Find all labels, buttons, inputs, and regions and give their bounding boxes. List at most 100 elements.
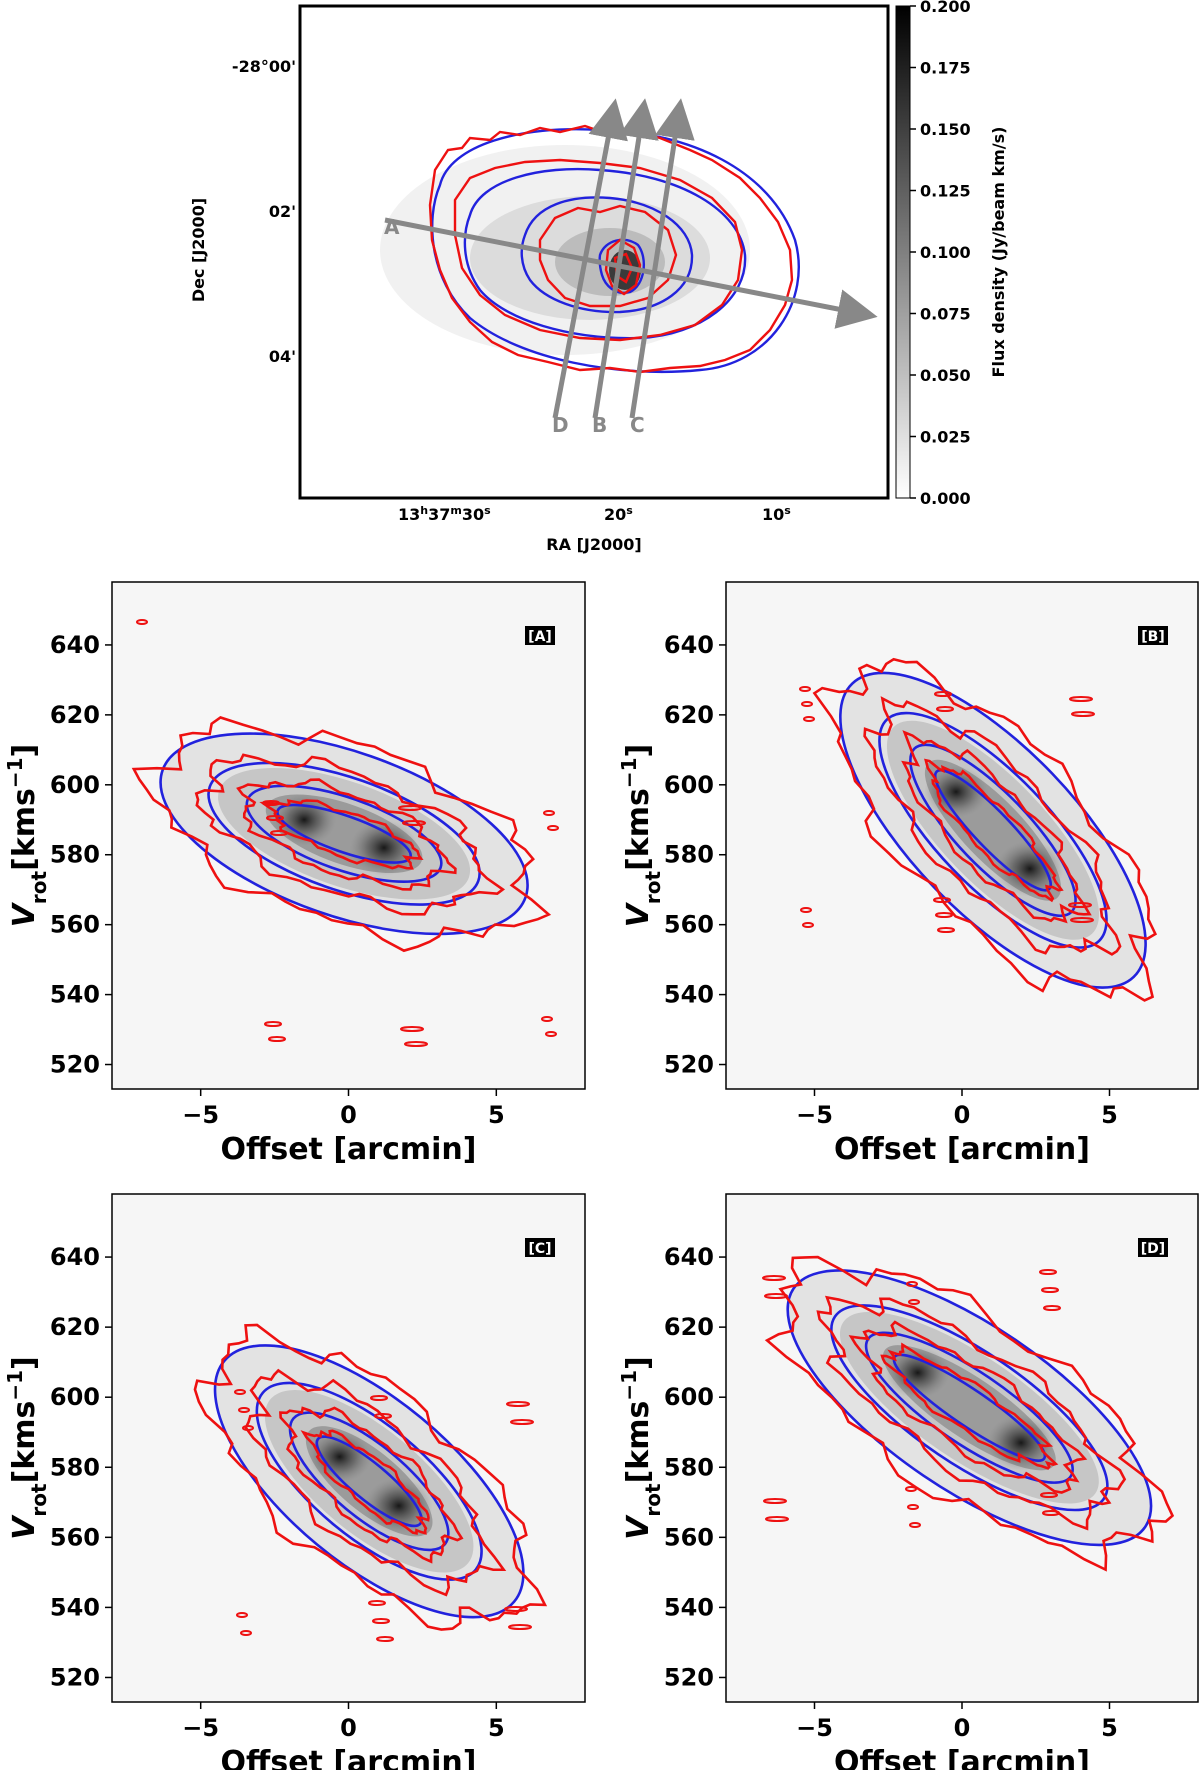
pv-noise-contour: [934, 691, 952, 697]
pv-noise-contour: [799, 686, 811, 692]
y-tick-label: 04': [269, 347, 296, 366]
pv-noise-contour: [1043, 1305, 1061, 1311]
y-tick-label: 600: [664, 1383, 714, 1411]
pv-noise-contour: [800, 907, 812, 913]
pv-red-contour: [812, 657, 1158, 1002]
y-tick-label: 640: [664, 1243, 714, 1271]
y-axis-label: Dec [J2000]: [189, 198, 208, 302]
pv-noise-contour: [506, 1401, 530, 1407]
x-tick-label: 5: [1101, 1714, 1118, 1742]
x-axis-label: Offset [arcmin]: [834, 1745, 1090, 1770]
pv-noise-contour: [762, 1275, 786, 1281]
y-tick-label: 560: [50, 911, 100, 939]
x-axis-label: Offset [arcmin]: [834, 1132, 1090, 1167]
pv-noise-contour: [803, 716, 815, 722]
pv-red-contour: [236, 778, 457, 891]
pv-noise-contour: [764, 1293, 788, 1299]
pv-noise-contour: [402, 820, 426, 826]
pv-red-contour: [279, 1406, 464, 1564]
y-axis-label: Vrot[kms−1]: [3, 744, 51, 928]
moment-blue-contour: [520, 196, 694, 314]
cut-label: C: [630, 413, 645, 437]
pv-noise-contour: [270, 830, 288, 836]
y-tick-label: 620: [664, 1313, 714, 1341]
pv-blue-contour: [315, 1435, 423, 1528]
pv-noise-contour: [908, 1299, 920, 1305]
x-tick-label: 0: [340, 1714, 357, 1742]
pv-red-contour: [300, 1429, 430, 1535]
pv-noise-contour: [905, 1486, 917, 1492]
pv-peak: [885, 1346, 950, 1399]
pv-red-contour: [194, 753, 506, 916]
pv-noise-contour: [404, 1041, 428, 1047]
panel-tag-box: [525, 626, 555, 645]
pv-noise-contour: [266, 815, 284, 821]
y-tick-label: 520: [664, 1051, 714, 1079]
moment-red-contour: [538, 204, 678, 308]
x-tick-label: −5: [182, 1101, 219, 1129]
pv-noise-contour: [937, 927, 955, 933]
y-tick-label: 620: [50, 1313, 100, 1341]
colorbar: [895, 5, 911, 499]
colorbar-label: Flux density (Jy/beam km/s): [989, 127, 1008, 378]
y-tick-label: 640: [664, 631, 714, 659]
pv-red-contour: [901, 730, 1092, 924]
pv-blue-contour: [245, 784, 443, 883]
cut-arrow: [592, 98, 659, 419]
pv-blue-contour: [786, 1269, 1153, 1547]
pv-noise-contour: [376, 1636, 394, 1642]
y-tick-label: 640: [50, 1243, 100, 1271]
pv-noise-contour: [510, 1419, 534, 1425]
y-tick-label: 560: [50, 1523, 100, 1551]
pv-noise-contour: [1039, 1269, 1057, 1275]
y-tick-label: 02': [269, 202, 296, 221]
x-tick-label: 0: [954, 1101, 971, 1129]
y-tick-label: 580: [50, 1453, 100, 1481]
pv-noise-contour: [398, 805, 422, 811]
cut-arrow: [629, 98, 695, 419]
x-tick-label: 5: [1101, 1101, 1118, 1129]
y-tick-label: 640: [50, 631, 100, 659]
pv-red-contour: [848, 1320, 1088, 1494]
colorbar-tick-label: 0.125: [920, 182, 971, 201]
colorbar-tick-label: 0.100: [920, 243, 971, 262]
colorbar-tick-label: 0.150: [920, 120, 971, 139]
pv-red-contour: [193, 1323, 548, 1631]
pv-noise-contour: [262, 800, 280, 806]
x-tick-label: −5: [182, 1714, 219, 1742]
y-axis-label: Vrot[kms−1]: [617, 1356, 665, 1540]
moment-blue-contour: [463, 167, 747, 340]
pv-panel: [C] 520 540 560 580 600 620 640 −5 0 5 Offset [arcm…: [3, 1193, 586, 1770]
pv-noise-contour: [374, 1413, 392, 1419]
y-tick-label: 620: [664, 701, 714, 729]
y-tick-label: 580: [664, 841, 714, 869]
y-tick-label: 540: [664, 981, 714, 1009]
y-tick-label: 580: [50, 841, 100, 869]
pv-noise-contour: [906, 1281, 918, 1287]
moment-map-panel: A B C D -28°00' 02' 04' 13h37m30s 20s 10…: [189, 0, 1008, 554]
pv-noise-contour: [242, 1425, 254, 1431]
y-axis-label: Vrot[kms−1]: [3, 1356, 51, 1540]
y-tick-label: 580: [664, 1453, 714, 1481]
pv-blue-contour: [213, 1344, 525, 1619]
pv-panel: [B] 520 540 560 580 600 620 640 −5 0 5 Offset [arcm…: [617, 581, 1199, 1167]
pv-noise-contour: [1041, 1287, 1059, 1293]
x-axis-label: RA [J2000]: [546, 535, 641, 554]
colorbar-tick-label: 0.025: [920, 428, 971, 447]
pv-panel: [A] 520 540 560 580 600 620 640 −5 0 5 Offset [arcm…: [3, 581, 586, 1167]
pv-noise-contour: [765, 1516, 789, 1522]
pv-red-contour: [816, 1295, 1127, 1531]
pv-noise-contour: [370, 1395, 388, 1401]
x-tick-label: −5: [796, 1714, 833, 1742]
x-axis-label: Offset [arcmin]: [221, 1132, 477, 1167]
colorbar-tick-label: 0.000: [920, 489, 971, 508]
moment-blue-contour: [431, 128, 800, 373]
pv-blue-contour: [207, 761, 481, 906]
panel-tag: [B]: [1141, 629, 1164, 645]
y-tick-label: -28°00': [232, 57, 296, 76]
pv-noise-contour: [909, 1522, 921, 1528]
y-tick-label: 560: [664, 911, 714, 939]
y-tick-label: 540: [664, 1593, 714, 1621]
cut-arrow: [384, 217, 878, 329]
x-tick-label: 10s: [762, 504, 791, 525]
